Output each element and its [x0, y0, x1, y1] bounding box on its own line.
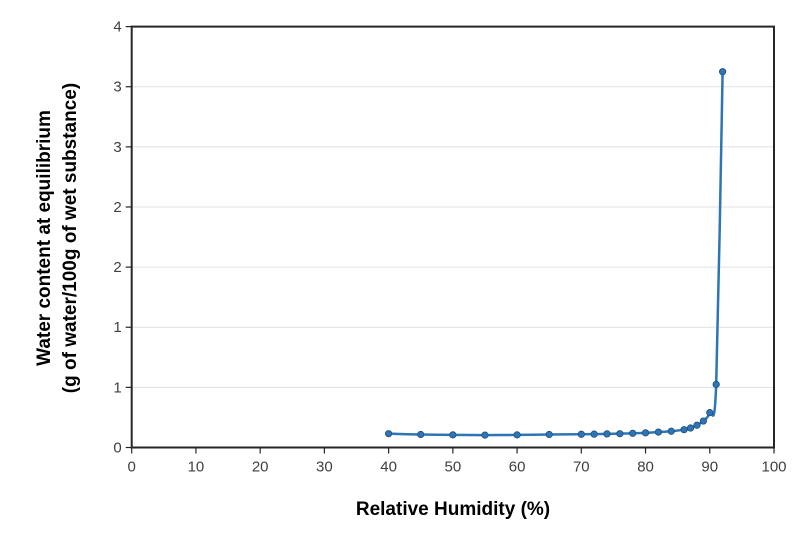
y-axis-tick-labels: 0 1 1 2 2 3 3 4 — [113, 19, 121, 457]
data-point-marker — [693, 421, 701, 429]
x-tick-label: 10 — [188, 459, 205, 476]
data-point-marker — [629, 429, 637, 437]
data-point-marker — [654, 428, 662, 436]
data-point-marker — [641, 429, 650, 437]
data-series — [385, 68, 727, 439]
x-tick-label: 30 — [316, 459, 333, 476]
data-point-marker — [680, 426, 688, 434]
data-point-marker — [603, 430, 611, 438]
data-point-marker — [577, 430, 585, 438]
data-point-marker — [481, 431, 489, 439]
data-point-marker — [719, 68, 727, 76]
data-point-marker — [545, 430, 553, 439]
y-tick-label: 2 — [113, 259, 121, 276]
data-point-marker — [712, 380, 720, 388]
x-tick-label: 0 — [128, 459, 136, 476]
x-tick-label: 100 — [761, 459, 786, 476]
data-point-marker — [616, 430, 624, 438]
x-tick-label: 40 — [380, 459, 397, 476]
gridlines — [131, 86, 774, 388]
axis-ticks — [125, 26, 775, 454]
series-line — [388, 71, 724, 437]
y-axis-title-line1: Water content at equilibrium — [34, 110, 55, 366]
data-point-marker — [699, 417, 707, 425]
x-tick-label: 60 — [509, 459, 526, 476]
data-point-marker — [667, 427, 675, 435]
data-point-marker — [417, 430, 425, 439]
data-point-marker — [706, 409, 714, 417]
y-axis-title-line2: (g of water/100g of wet substance) — [60, 83, 81, 393]
data-point-marker — [513, 431, 521, 439]
x-tick-label: 50 — [445, 459, 462, 476]
y-tick-label: 4 — [113, 19, 121, 36]
y-tick-label: 3 — [113, 79, 121, 96]
x-tick-label: 80 — [637, 459, 654, 476]
plot-area-frame — [130, 25, 775, 449]
y-tick-label: 3 — [113, 139, 121, 156]
y-tick-label: 1 — [113, 319, 121, 336]
y-tick-label: 0 — [113, 440, 121, 457]
y-tick-label: 1 — [113, 379, 121, 396]
x-tick-label: 90 — [701, 459, 718, 476]
data-point-marker — [385, 430, 393, 438]
x-tick-label: 70 — [573, 459, 590, 476]
data-point-marker — [590, 430, 598, 438]
data-point-marker — [449, 431, 457, 439]
x-tick-label: 20 — [252, 459, 269, 476]
x-axis-tick-labels: 0 10 20 30 40 50 60 70 80 90 100 — [128, 459, 787, 476]
data-point-marker — [686, 424, 695, 432]
y-tick-label: 2 — [113, 199, 121, 216]
x-axis-title: Relative Humidity (%) — [356, 499, 550, 520]
